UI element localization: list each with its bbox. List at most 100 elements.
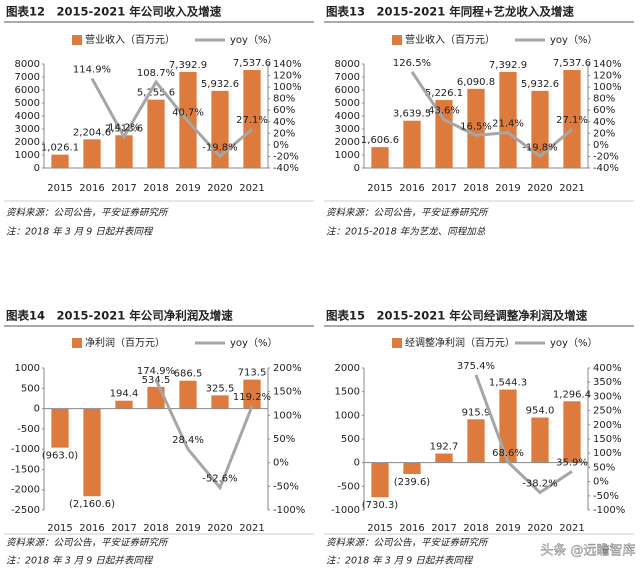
line-value-label: 43.6%: [428, 106, 460, 117]
bar: [499, 71, 517, 168]
y-tick-label: 500: [341, 434, 360, 445]
legend-swatch: [72, 338, 82, 348]
y-tick-label: -500: [337, 481, 360, 492]
y2-tick-label: -50%: [273, 481, 299, 492]
bar: [435, 453, 453, 463]
y2-tick-label: 0%: [273, 140, 289, 151]
x-tick-label: 2017: [431, 523, 456, 534]
x-tick-label: 2020: [527, 523, 552, 534]
legend-label: 营业收入（百万元）: [85, 33, 175, 46]
legend-swatch: [392, 338, 402, 348]
bar: [51, 408, 69, 448]
line-value-label: 119.2%: [233, 392, 271, 403]
x-tick-label: 2018: [143, 183, 168, 194]
bar-value-label: 1,296.4: [553, 389, 591, 400]
source: 资料来源：公司公告，平安证券研究所: [326, 537, 489, 549]
x-tick-label: 2016: [79, 183, 104, 194]
line-value-label: 40.7%: [172, 107, 204, 118]
y2-tick-label: 80%: [593, 94, 615, 105]
bar-value-label: 1,026.1: [41, 143, 79, 154]
bar: [403, 120, 421, 168]
bar-value-label: 7,537.6: [553, 58, 591, 69]
note: 注：2018 年 3 月 9 日起并表同程: [326, 555, 474, 567]
y2-tick-label: -40%: [593, 163, 619, 174]
bar-value-label: 6,090.8: [457, 77, 495, 88]
x-tick-label: 2018: [463, 523, 488, 534]
y2-tick-label: 60%: [273, 105, 295, 116]
y2-tick-label: -20%: [273, 151, 299, 162]
y-tick-label: 2000: [335, 363, 360, 374]
yoy-line: [154, 379, 254, 491]
y2-tick-label: 50%: [273, 434, 295, 445]
x-tick-label: 2019: [495, 523, 520, 534]
y-tick-label: -500: [17, 424, 40, 435]
chart-title: 图表14 2015-2021 年公司净利润及增速: [6, 309, 233, 323]
y2-tick-label: 0%: [593, 477, 609, 488]
bar: [531, 417, 549, 463]
bar-value-label: 954.0: [526, 406, 555, 417]
y-tick-label: 0: [34, 163, 40, 174]
chart-title: 图表13 2015-2021 年同程+艺龙收入及增速: [326, 5, 574, 19]
y2-tick-label: 120%: [273, 71, 302, 82]
watermark: 头条 @远瞻智库: [540, 543, 635, 559]
yoy-line: [474, 374, 573, 495]
line-value-label: -38.2%: [522, 478, 557, 489]
bar-value-label: 915.9: [462, 407, 491, 418]
bar-value-label: 7,392.9: [489, 60, 527, 71]
x-tick-label: 2019: [175, 183, 200, 194]
legend-label: 经调整净利润（百万元）: [405, 336, 515, 349]
bar-value-label: 3,639.5: [393, 109, 431, 120]
x-tick-label: 2018: [463, 183, 488, 194]
x-tick-label: 2021: [239, 523, 264, 534]
line-value-label: 174.9%: [137, 366, 175, 377]
x-tick-label: 2021: [239, 183, 264, 194]
x-tick-label: 2019: [175, 523, 200, 534]
bar: [563, 401, 581, 463]
bar: [115, 400, 133, 409]
y-tick-label: 7000: [335, 72, 360, 83]
legend-label: yoy（%）: [230, 337, 277, 349]
y-tick-label: 8000: [15, 59, 40, 70]
x-tick-label: 2015: [47, 183, 72, 194]
y2-tick-label: 400%: [593, 363, 622, 374]
y-tick-label: 5000: [15, 98, 40, 109]
y2-tick-label: 200%: [273, 363, 302, 374]
y2-tick-label: 140%: [273, 59, 302, 70]
x-tick-label: 2021: [559, 183, 584, 194]
line-value-label: 14.2%: [108, 123, 140, 134]
y-tick-label: -2000: [11, 485, 40, 496]
legend-label: yoy（%）: [550, 34, 597, 46]
y2-tick-label: 50%: [593, 462, 615, 473]
bar: [51, 154, 69, 168]
bar-value-label: 5,932.6: [201, 79, 239, 90]
bar-value-label: (239.6): [394, 477, 431, 488]
line-value-label: 16.5%: [460, 121, 492, 132]
legend-swatch: [392, 35, 402, 45]
bar-value-label: 1,606.6: [361, 135, 399, 146]
bar-value-label: (730.3): [362, 500, 399, 511]
bar: [147, 99, 165, 168]
line-value-label: -19.8%: [522, 142, 557, 153]
x-tick-label: 2017: [111, 523, 136, 534]
y2-tick-label: 140%: [593, 59, 622, 70]
y-tick-label: 4000: [335, 111, 360, 122]
y2-tick-label: 300%: [593, 391, 622, 402]
y2-tick-label: 0%: [273, 458, 289, 469]
line-value-label: -19.8%: [202, 142, 237, 153]
y-tick-label: 3000: [15, 124, 40, 135]
bar-value-label: 5,932.6: [521, 79, 559, 90]
bar-value-label: (963.0): [42, 451, 79, 462]
y2-tick-label: 0%: [593, 140, 609, 151]
y-tick-label: -1000: [11, 444, 40, 455]
y-tick-label: 0: [354, 458, 360, 469]
line-value-label: -52.6%: [202, 474, 237, 485]
bar: [467, 88, 485, 168]
source: 资料来源：公司公告，平安证券研究所: [326, 207, 489, 219]
x-tick-label: 2018: [143, 523, 168, 534]
line-value-label: 27.1%: [556, 115, 588, 126]
yoy-line: [90, 77, 253, 159]
bar: [243, 70, 261, 168]
bar-value-label: 2,204.6: [73, 127, 111, 138]
bar-value-label: 1,544.3: [489, 378, 527, 389]
